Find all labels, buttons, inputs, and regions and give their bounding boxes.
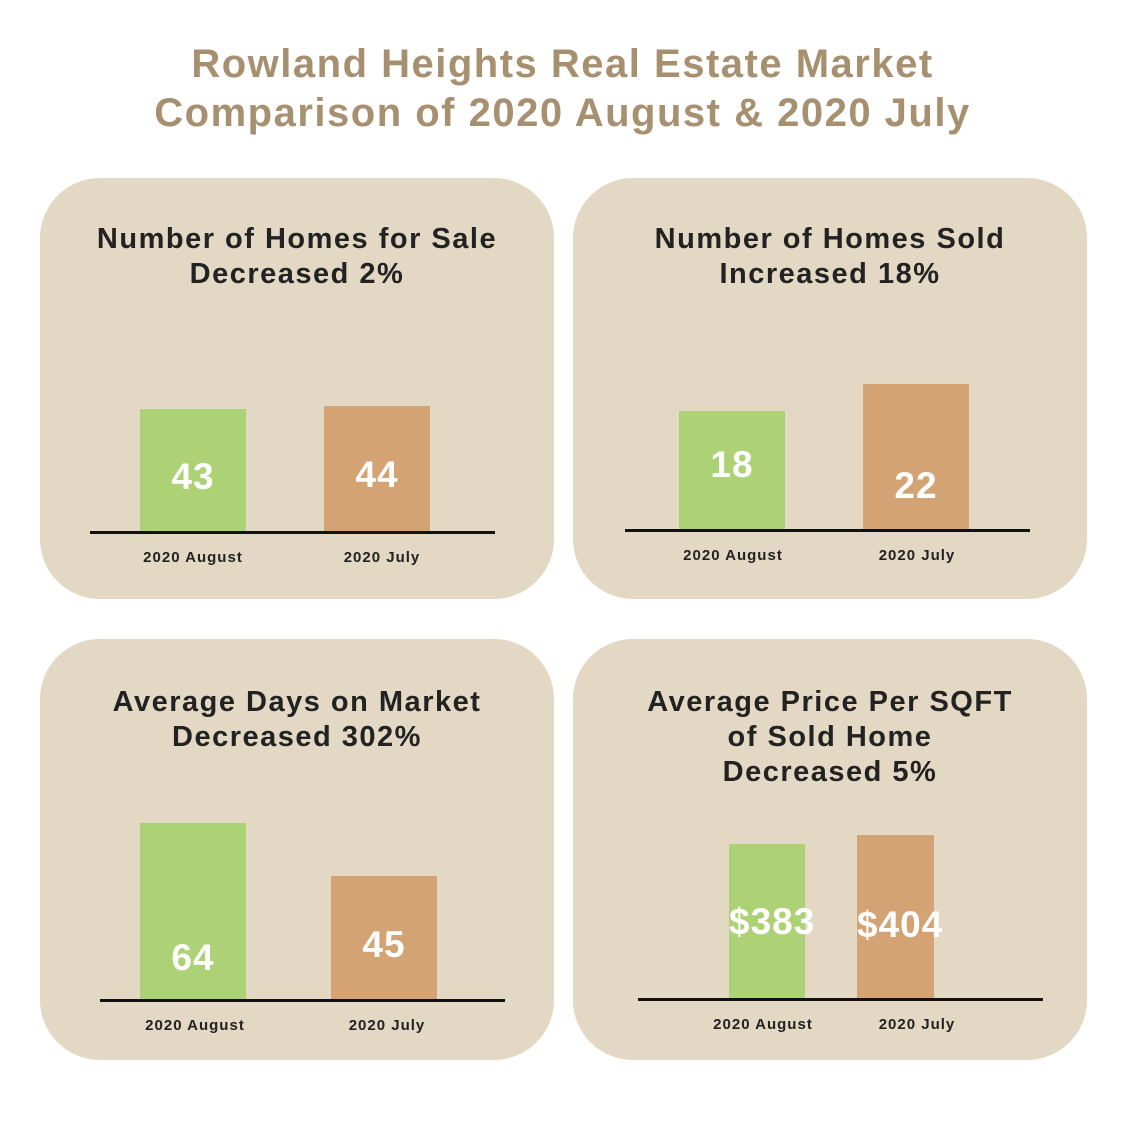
chart-title-line: Decreased 5% [722, 756, 938, 788]
bar: 64 [140, 823, 246, 1000]
chart-title-line: of Sold Home [727, 721, 933, 753]
bar: $383 [729, 844, 816, 999]
chart-title: Number of Homes for Sale Decreased 2% [40, 222, 554, 292]
bar: 18 [679, 411, 785, 530]
chart-title-line: Number of Homes for Sale [96, 223, 498, 255]
chart-title: Number of Homes Sold Increased 18% [573, 222, 1087, 292]
chart-title-line: Number of Homes Sold [654, 223, 1006, 255]
bar-value-label: 64 [171, 937, 215, 978]
category-label: 2020 July [878, 1016, 956, 1033]
chart-panel: Average Price Per SQFT of Sold Home Decrea… [573, 639, 1087, 1060]
chart-title-line: Average Price Per SQFT [647, 686, 1013, 718]
bar: 22 [863, 384, 969, 530]
chart-panel: Average Days on Market Decreased 302% 64 20… [40, 639, 554, 1060]
chart-title-line: Average Days on Market [112, 686, 482, 718]
chart-title-line: Increased 18% [719, 258, 941, 290]
page-title-line-1: Rowland Heights Real Estate Market [191, 42, 934, 86]
category-label: 2020 August [143, 549, 243, 566]
bar: $404 [857, 835, 944, 999]
bar-value-label: 18 [710, 444, 754, 485]
category-label: 2020 August [683, 547, 783, 564]
x-axis-line [625, 529, 1030, 532]
x-axis-line [638, 998, 1043, 1001]
page-title-line-2: Comparison of 2020 August & 2020 July [154, 91, 971, 135]
bar: 45 [331, 876, 437, 1000]
chart-title: Average Days on Market Decreased 302% [40, 685, 554, 755]
bar: 44 [324, 406, 430, 532]
category-label: 2020 July [348, 1017, 426, 1034]
chart-panel: Number of Homes Sold Increased 18% 18 2020 … [573, 178, 1087, 599]
bar-value-label: 43 [171, 456, 215, 497]
bar-value-label: 44 [355, 454, 399, 495]
bar-value-label: $404 [857, 904, 944, 945]
bar-value-label: 45 [362, 924, 406, 965]
x-axis-line [100, 999, 505, 1002]
category-label: 2020 August [145, 1017, 245, 1034]
bar: 43 [140, 409, 246, 532]
page-title: Rowland Heights Real Estate Market Compa… [0, 40, 1125, 138]
category-label: 2020 August [713, 1016, 813, 1033]
chart-title: Average Price Per SQFT of Sold Home Decrea… [573, 685, 1087, 790]
bar-value-label: 22 [894, 465, 938, 506]
x-axis-line [90, 531, 495, 534]
category-label: 2020 July [343, 549, 421, 566]
category-label: 2020 July [878, 547, 956, 564]
bar-value-label: $383 [729, 901, 816, 942]
chart-title-line: Decreased 302% [172, 721, 422, 753]
chart-title-line: Decreased 2% [189, 258, 405, 290]
chart-panel: Number of Homes for Sale Decreased 2% 43 20… [40, 178, 554, 599]
